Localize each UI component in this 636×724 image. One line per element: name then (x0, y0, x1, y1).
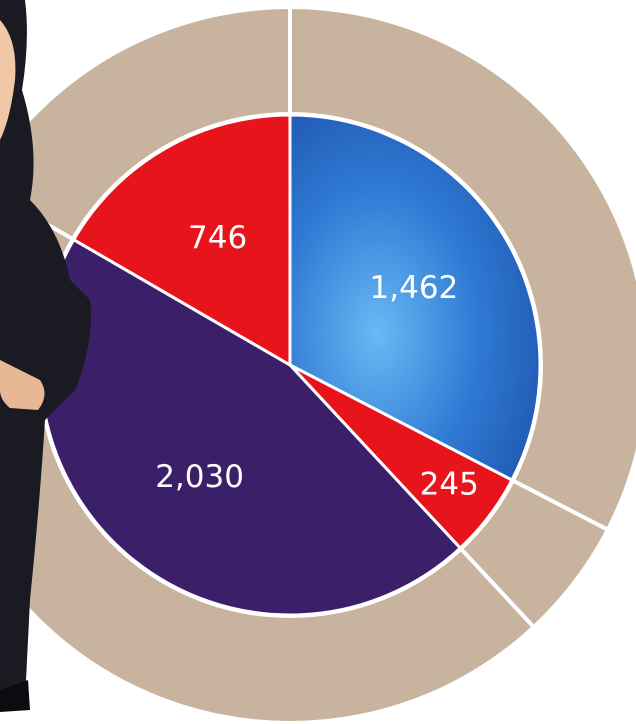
data-label: 245 (420, 467, 479, 503)
data-label: 1,462 (370, 270, 459, 306)
page: 1,4622452,030746 (() => { const data = J… (0, 0, 636, 724)
chart: 1,462 245 2,030 746 (0, 0, 636, 724)
data-label: 746 (188, 220, 247, 256)
data-label: 2,030 (155, 459, 244, 495)
